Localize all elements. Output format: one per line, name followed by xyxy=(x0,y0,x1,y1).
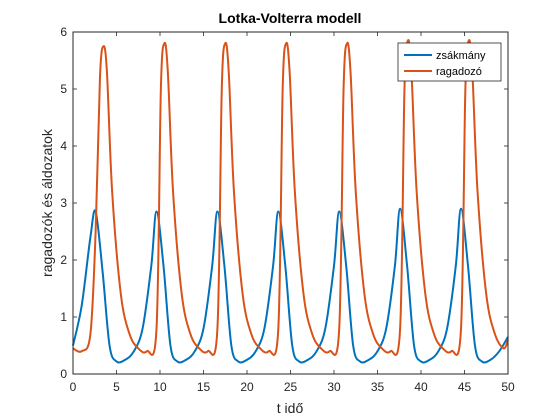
y-tick-label: 2 xyxy=(60,253,67,267)
y-tick-label: 0 xyxy=(60,367,67,381)
legend-box xyxy=(397,42,502,82)
chart-title: Lotka-Volterra modell xyxy=(219,10,362,26)
x-tick-label: 45 xyxy=(458,380,472,394)
x-tick-label: 5 xyxy=(113,380,120,394)
x-tick-label: 0 xyxy=(70,380,77,394)
legend: zsákmány ragadozó xyxy=(397,42,502,82)
legend-label-zsakmany: zsákmány xyxy=(436,50,486,62)
y-axis-label: ragadozók és áldozatok xyxy=(39,128,55,277)
y-ticks: 0 1 2 3 4 5 6 xyxy=(60,25,508,381)
x-tick-label: 25 xyxy=(284,380,298,394)
x-tick-label: 10 xyxy=(153,380,167,394)
x-tick-label: 35 xyxy=(371,380,385,394)
x-tick-label: 50 xyxy=(501,380,515,394)
y-tick-label: 3 xyxy=(60,196,67,210)
x-ticks: 0 5 10 15 20 25 30 35 40 45 50 xyxy=(70,32,515,394)
y-tick-label: 6 xyxy=(60,25,67,39)
x-tick-label: 15 xyxy=(197,380,211,394)
series-line-0 xyxy=(72,207,509,364)
x-tick-label: 30 xyxy=(327,380,341,394)
y-tick-label: 1 xyxy=(60,310,67,324)
series-layer xyxy=(72,39,509,364)
x-tick-label: 20 xyxy=(240,380,254,394)
x-tick-label: 40 xyxy=(414,380,428,394)
y-tick-label: 4 xyxy=(60,139,67,153)
x-axis-label: t idő xyxy=(277,400,304,416)
series-line-1 xyxy=(72,39,509,356)
y-tick-label: 5 xyxy=(60,82,67,96)
legend-label-ragadozo: ragadozó xyxy=(436,66,482,78)
